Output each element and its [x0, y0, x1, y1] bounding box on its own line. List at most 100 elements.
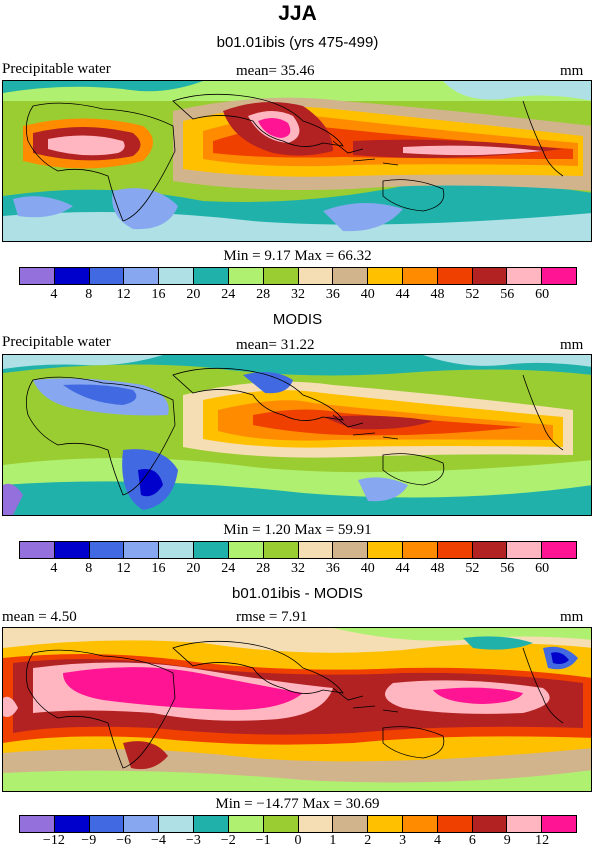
panel-1-tick-label: 52: [465, 287, 480, 302]
panel-1-tick-label: 8: [85, 287, 93, 302]
panel-2-tick-label: 28: [256, 561, 271, 576]
panel-1-tick-label: 28: [256, 287, 271, 302]
panel-2-color-box: [228, 542, 264, 558]
panel-1-tick-label: 16: [151, 287, 166, 302]
panel-3-tick-label: −9: [81, 833, 97, 848]
panel-3-map: [2, 627, 592, 792]
panel-1-color-box: [368, 268, 403, 284]
panel-1-color-box: [228, 268, 264, 284]
panel-3-color-box: [54, 816, 90, 832]
panel-1-tick-label: 24: [221, 287, 236, 302]
panel-3-tick-label: −6: [116, 833, 132, 848]
panel-3-tick-label: 0: [294, 833, 302, 848]
panel-2-subtitle: MODIS: [272, 311, 323, 328]
panel-3-color-box: [542, 816, 576, 832]
panel-3-rmse-label: rmse = 7.91: [236, 609, 308, 625]
panel-2-color-box: [124, 542, 160, 558]
panel-2-mean-label: mean= 31.22: [236, 337, 315, 353]
panel-1-min-max: Min = 9.17 Max = 66.32: [223, 248, 372, 264]
panel-3-color-box: [402, 816, 438, 832]
panel-2-color-box: [263, 542, 299, 558]
panel-1-color-box: [437, 268, 473, 284]
panel-2-color-box: [89, 542, 125, 558]
panel-1-color-box: [333, 268, 369, 284]
panel-3-tick-label: 1: [329, 833, 337, 848]
panel-1-tick-label: 40: [360, 287, 375, 302]
panel-1-mean-label: mean= 35.46: [236, 63, 315, 79]
panel-2-color-box: [194, 542, 229, 558]
panel-3-tick-label: 4: [434, 833, 441, 848]
panel-1-color-box: [542, 268, 576, 284]
panel-3-units-label: mm: [560, 609, 584, 625]
panel-3-color-box: [228, 816, 264, 832]
panel-2-tick-label: 60: [535, 561, 550, 576]
panel-2-color-box: [54, 542, 90, 558]
panel-3-color-box: [472, 816, 508, 832]
panel-2-color-box: [542, 542, 576, 558]
panel-1-tick-label: 36: [325, 287, 340, 302]
panel-2-map: [2, 354, 592, 516]
panel-1-tick-label: 60: [535, 287, 550, 302]
panel-2-tick-label: 4: [50, 561, 58, 576]
panel-1-color-box: [89, 268, 125, 284]
panel-1-variable-label: Precipitable water: [2, 61, 111, 77]
panel-1-tick-label: 20: [186, 287, 201, 302]
panel-2-color-box: [368, 542, 403, 558]
panel-3-tick-label: 6: [468, 833, 476, 848]
panel-1-tick-label: 48: [430, 287, 445, 302]
panel-3-color-box: [437, 816, 473, 832]
panel-1-map: [2, 80, 592, 242]
panel-1-color-box: [472, 268, 508, 284]
panel-1-tick-labels: 4 8 12 16 20 24 28 32 36 40 44 48 52 56 60: [19, 287, 577, 303]
panel-3-tick-label: −2: [220, 833, 236, 848]
panel-2-tick-label: 16: [151, 561, 166, 576]
panel-3-tick-label: 3: [399, 833, 407, 848]
panel-3-color-box: [507, 816, 543, 832]
panel-1-color-box: [402, 268, 438, 284]
panel-3-colorbar: [19, 815, 577, 833]
panel-3-color-box: [194, 816, 229, 832]
panel-3-tick-labels: −12 −9 −6 −4 −3 −2 −1 0 1 2 3 4 6 9 12: [19, 833, 577, 849]
panel-2-tick-label: 40: [360, 561, 375, 576]
panel-3-tick-label: −3: [185, 833, 201, 848]
panel-3-color-box: [333, 816, 369, 832]
panel-2-tick-label: 48: [430, 561, 445, 576]
panel-2-color-box: [472, 542, 508, 558]
panel-2-map-svg: [3, 355, 591, 515]
panel-2-tick-label: 44: [395, 561, 410, 576]
panel-2-tick-label: 32: [291, 561, 305, 576]
panel-2-tick-label: 20: [186, 561, 201, 576]
panel-1-tick-label: 4: [50, 287, 58, 302]
panel-1-color-box: [159, 268, 195, 284]
page-title: JJA: [278, 2, 317, 25]
panel-3-color-box: [368, 816, 403, 832]
panel-1-tick-label: 12: [116, 287, 131, 302]
panel-2-color-box: [159, 542, 195, 558]
panel-2-tick-labels: 4 8 12 16 20 24 28 32 36 40 44 48 52 56 60: [19, 561, 577, 577]
panel-1-colorbar: [19, 267, 577, 285]
panel-3-min-max: Min = −14.77 Max = 30.69: [215, 796, 380, 812]
panel-3-mean-label: mean = 4.50: [2, 609, 77, 625]
panel-1-tick-label: 44: [395, 287, 410, 302]
panel-1-color-box: [507, 268, 543, 284]
panel-1-tick-label: 56: [500, 287, 515, 302]
panel-3-tick-label: −1: [255, 833, 271, 848]
panel-2-tick-label: 24: [221, 561, 236, 576]
panel-2-color-box: [507, 542, 543, 558]
panel-1-subtitle: b01.01ibis (yrs 475-499): [216, 34, 379, 51]
panel-2-color-box: [437, 542, 473, 558]
panel-3-color-box: [263, 816, 299, 832]
panel-3-color-box: [124, 816, 160, 832]
panel-1-color-box: [298, 268, 334, 284]
panel-2-tick-label: 36: [325, 561, 340, 576]
panel-1-color-box: [20, 268, 55, 284]
panel-2-min-max: Min = 1.20 Max = 59.91: [223, 522, 372, 538]
panel-3-tick-label: 9: [503, 833, 511, 848]
panel-3-color-box: [159, 816, 195, 832]
panel-1-color-box: [124, 268, 160, 284]
panel-2-color-box: [20, 542, 55, 558]
panel-2-color-box: [333, 542, 369, 558]
panel-2-color-box: [298, 542, 334, 558]
panel-2-tick-label: 8: [85, 561, 93, 576]
panel-1-tick-label: 32: [291, 287, 305, 302]
